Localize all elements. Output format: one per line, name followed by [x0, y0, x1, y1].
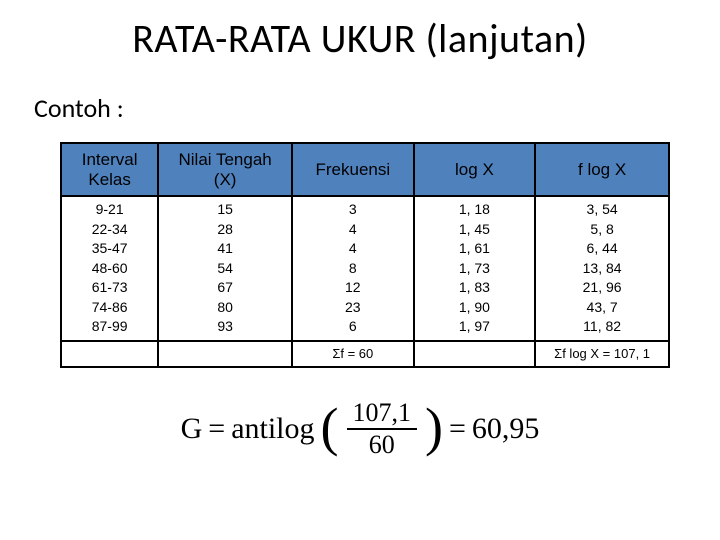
data-table: IntervalKelas Nilai Tengah(X) Frekuensi … [60, 142, 670, 368]
col-header-nilai-l1: Nilai Tengah [179, 150, 272, 169]
equals-sign: = [449, 412, 466, 446]
example-label: Contoh : [34, 92, 124, 124]
table-body: 9-21 15 3 1, 18 3, 54 22-34 28 4 1, 45 5… [61, 196, 669, 367]
col-header-logx: log X [414, 143, 536, 196]
cell-frek: 4 [292, 239, 414, 259]
data-table-container: IntervalKelas Nilai Tengah(X) Frekuensi … [60, 142, 670, 368]
cell-flogx: 3, 54 [535, 196, 669, 220]
cell-interval: 87-99 [61, 317, 158, 341]
cell-logx: 1, 83 [414, 278, 536, 298]
cell-frek: 4 [292, 220, 414, 240]
col-header-frekuensi: Frekuensi [292, 143, 414, 196]
cell-interval: 22-34 [61, 220, 158, 240]
cell-logx: 1, 61 [414, 239, 536, 259]
table-header-row: IntervalKelas Nilai Tengah(X) Frekuensi … [61, 143, 669, 196]
footer-sum-flogx: Σf log X = 107, 1 [535, 341, 669, 367]
cell-flogx: 6, 44 [535, 239, 669, 259]
cell-frek: 12 [292, 278, 414, 298]
cell-logx: 1, 90 [414, 298, 536, 318]
formula-numerator: 107,1 [347, 400, 418, 430]
formula-denominator: 60 [347, 430, 418, 458]
formula: G = antilog ( 107,1 60 ) = 60,95 [180, 400, 540, 458]
cell-flogx: 5, 8 [535, 220, 669, 240]
footer-sum-f: Σf = 60 [292, 341, 414, 367]
cell-logx: 1, 97 [414, 317, 536, 341]
cell-nilai: 54 [158, 259, 292, 279]
cell-nilai: 15 [158, 196, 292, 220]
footer-empty [414, 341, 536, 367]
cell-frek: 8 [292, 259, 414, 279]
formula-result: 60,95 [472, 412, 540, 446]
table-row: 74-86 80 23 1, 90 43, 7 [61, 298, 669, 318]
col-header-interval-l2: Kelas [88, 170, 131, 189]
col-header-interval-l1: Interval [82, 150, 138, 169]
cell-logx: 1, 18 [414, 196, 536, 220]
cell-frek: 6 [292, 317, 414, 341]
table-footer-row: Σf = 60 Σf log X = 107, 1 [61, 341, 669, 367]
cell-interval: 35-47 [61, 239, 158, 259]
footer-empty [61, 341, 158, 367]
cell-frek: 3 [292, 196, 414, 220]
cell-logx: 1, 73 [414, 259, 536, 279]
cell-interval: 61-73 [61, 278, 158, 298]
col-header-nilai-l2: (X) [214, 170, 237, 189]
col-header-nilai: Nilai Tengah(X) [158, 143, 292, 196]
cell-logx: 1, 45 [414, 220, 536, 240]
formula-func: antilog [231, 412, 314, 446]
formula-lhs: G [181, 412, 203, 446]
table-row: 87-99 93 6 1, 97 11, 82 [61, 317, 669, 341]
table-row: 61-73 67 12 1, 83 21, 96 [61, 278, 669, 298]
formula-fraction: 107,1 60 [347, 400, 418, 458]
cell-interval: 48-60 [61, 259, 158, 279]
cell-nilai: 28 [158, 220, 292, 240]
cell-flogx: 43, 7 [535, 298, 669, 318]
table-row: 48-60 54 8 1, 73 13, 84 [61, 259, 669, 279]
cell-nilai: 41 [158, 239, 292, 259]
cell-flogx: 11, 82 [535, 317, 669, 341]
footer-empty [158, 341, 292, 367]
col-header-flogx: f log X [535, 143, 669, 196]
slide: RATA-RATA UKUR (lanjutan) Contoh : Inter… [0, 0, 720, 540]
table-row: 22-34 28 4 1, 45 5, 8 [61, 220, 669, 240]
cell-nilai: 80 [158, 298, 292, 318]
cell-nilai: 93 [158, 317, 292, 341]
cell-flogx: 21, 96 [535, 278, 669, 298]
cell-frek: 23 [292, 298, 414, 318]
cell-nilai: 67 [158, 278, 292, 298]
equals-sign: = [208, 412, 225, 446]
cell-flogx: 13, 84 [535, 259, 669, 279]
cell-interval: 74-86 [61, 298, 158, 318]
cell-interval: 9-21 [61, 196, 158, 220]
slide-title: RATA-RATA UKUR (lanjutan) [0, 14, 720, 63]
col-header-interval: IntervalKelas [61, 143, 158, 196]
table-row: 9-21 15 3 1, 18 3, 54 [61, 196, 669, 220]
table-row: 35-47 41 4 1, 61 6, 44 [61, 239, 669, 259]
